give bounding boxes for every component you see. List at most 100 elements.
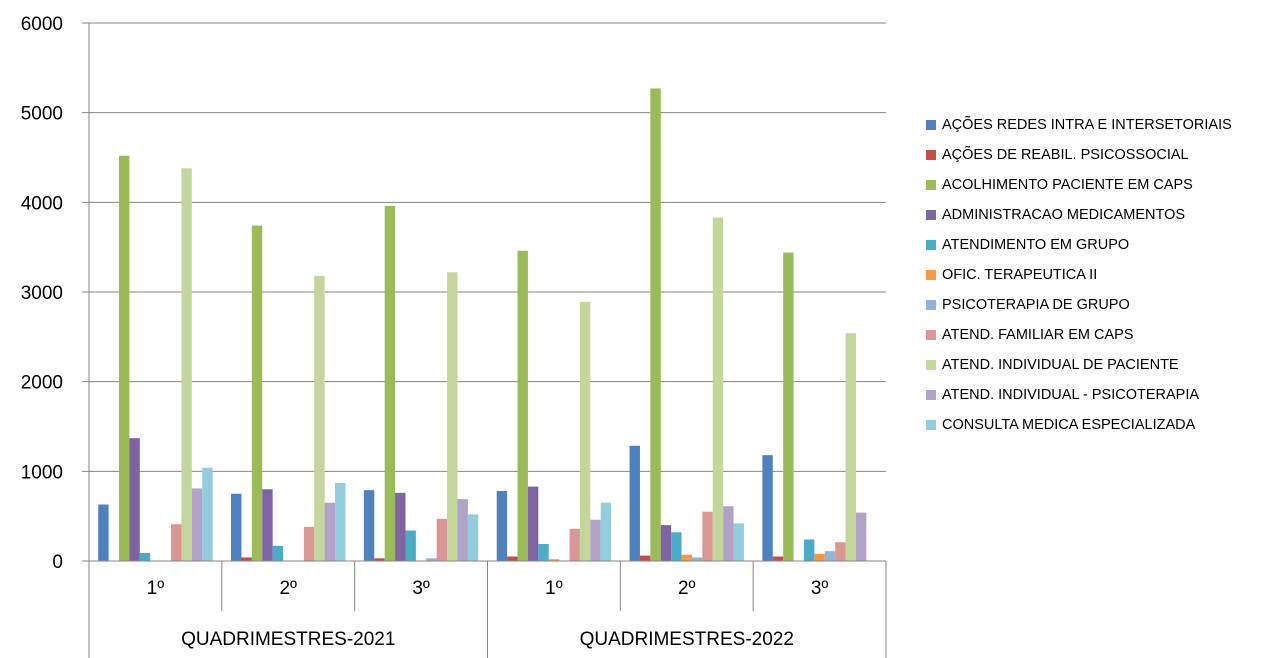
y-tick-label: 6000	[21, 14, 63, 35]
bar	[538, 543, 549, 561]
bars	[98, 88, 867, 562]
bar	[129, 438, 140, 561]
legend-label: ACOLHIMENTO PACIENTE EM CAPS	[942, 177, 1193, 193]
legend-swatch	[926, 330, 936, 340]
bar	[335, 482, 346, 561]
bar	[262, 489, 273, 561]
bar	[517, 250, 528, 561]
legend-swatch	[926, 150, 936, 160]
bar	[772, 556, 784, 561]
bar	[191, 488, 203, 561]
bar	[855, 512, 867, 561]
legend-swatch	[926, 420, 936, 430]
legend-swatch	[926, 120, 936, 130]
bar	[241, 557, 252, 561]
legend-item: ATEND. INDIVIDUAL DE PACIENTE	[926, 350, 1282, 380]
bar	[712, 217, 724, 561]
legend-label: CONSULTA MEDICA ESPECIALIZADA	[942, 417, 1196, 433]
x-category-label: 2º	[279, 578, 297, 599]
legend-label: AÇÕES REDES INTRA E INTERSETORIAIS	[942, 117, 1232, 133]
x-category-label: 3º	[811, 578, 829, 599]
bar	[845, 333, 856, 561]
bar	[171, 524, 182, 561]
legend-swatch	[926, 210, 936, 220]
bar	[467, 514, 479, 561]
bar	[681, 554, 692, 561]
bar	[384, 205, 396, 562]
x-group-label: QUADRIMESTRES-2021	[181, 629, 395, 650]
y-tick-label: 0	[52, 552, 63, 573]
bar	[231, 493, 242, 561]
axes	[82, 22, 887, 658]
legend-item: ACOLHIMENTO PACIENTE EM CAPS	[926, 170, 1282, 200]
x-category-label: 1º	[545, 578, 563, 599]
bar	[496, 491, 508, 561]
x-category-label: 3º	[412, 578, 430, 599]
bar	[527, 486, 539, 561]
bar	[272, 545, 284, 561]
bar	[314, 275, 325, 561]
legend-item: ATEND. INDIVIDUAL - PSICOTERAPIA	[926, 380, 1282, 410]
bar	[324, 502, 336, 561]
bar	[119, 155, 130, 561]
bar	[405, 530, 416, 561]
bar	[702, 511, 713, 561]
legend-swatch	[926, 240, 936, 250]
bar	[363, 490, 375, 561]
bar	[650, 88, 661, 561]
y-tick-label: 2000	[21, 373, 63, 394]
legend-label: ATEND. FAMILIAR EM CAPS	[942, 327, 1134, 343]
x-category-label: 1º	[147, 578, 165, 599]
legend-item: ADMINISTRACAO MEDICAMENTOS	[926, 200, 1282, 230]
bar	[814, 553, 825, 561]
bar	[639, 555, 651, 561]
bar	[579, 301, 591, 561]
bar	[548, 559, 560, 561]
bar	[733, 523, 744, 561]
y-tick-label: 5000	[21, 104, 63, 125]
bar	[457, 499, 468, 561]
bar	[671, 532, 682, 561]
bar	[426, 558, 437, 561]
legend-swatch	[926, 180, 936, 190]
legend: AÇÕES REDES INTRA E INTERSETORIAIS AÇÕES …	[926, 110, 1282, 440]
bar	[98, 504, 109, 561]
bar	[600, 502, 612, 561]
bar	[803, 539, 815, 561]
legend-label: ATEND. INDIVIDUAL DE PACIENTE	[942, 357, 1179, 373]
legend-item: ATEND. FAMILIAR EM CAPS	[926, 320, 1282, 350]
bar	[691, 557, 703, 561]
bar	[139, 552, 151, 561]
bar	[251, 225, 263, 561]
bar	[303, 526, 315, 561]
bar	[181, 168, 192, 561]
legend-item: AÇÕES DE REABIL. PSICOSSOCIAL	[926, 140, 1282, 170]
bar	[762, 455, 773, 561]
bar	[447, 272, 458, 561]
x-axis-labels: 1º 2º 3º 1º 2º 3º QUADRIMESTRES-2021 QUADRIMEST…	[147, 578, 829, 650]
bar	[507, 556, 518, 561]
legend-label: ATEND. INDIVIDUAL - PSICOTERAPIA	[942, 387, 1200, 403]
legend-item: OFIC. TERAPEUTICA II	[926, 260, 1282, 290]
y-tick-label: 4000	[21, 193, 63, 214]
legend-label: PSICOTERAPIA DE GRUPO	[942, 297, 1130, 313]
legend-label: OFIC. TERAPEUTICA II	[942, 267, 1098, 283]
bar	[374, 558, 385, 561]
legend-item: CONSULTA MEDICA ESPECIALIZADA	[926, 410, 1282, 440]
legend-item: ATENDIMENTO EM GRUPO	[926, 230, 1282, 260]
legend-item: AÇÕES REDES INTRA E INTERSETORIAIS	[926, 110, 1282, 140]
bar	[590, 519, 601, 561]
legend-label: ADMINISTRACAO MEDICAMENTOS	[942, 207, 1186, 223]
legend-swatch	[926, 360, 936, 370]
y-tick-label: 1000	[21, 462, 63, 483]
legend-label: ATENDIMENTO EM GRUPO	[942, 237, 1130, 253]
x-category-label: 2º	[678, 578, 696, 599]
bar	[783, 252, 794, 561]
bar	[723, 506, 734, 561]
legend-swatch	[926, 390, 936, 400]
x-group-label: QUADRIMESTRES-2022	[580, 629, 794, 650]
bar	[835, 542, 846, 561]
legend-swatch	[926, 270, 936, 280]
bar	[569, 528, 580, 561]
